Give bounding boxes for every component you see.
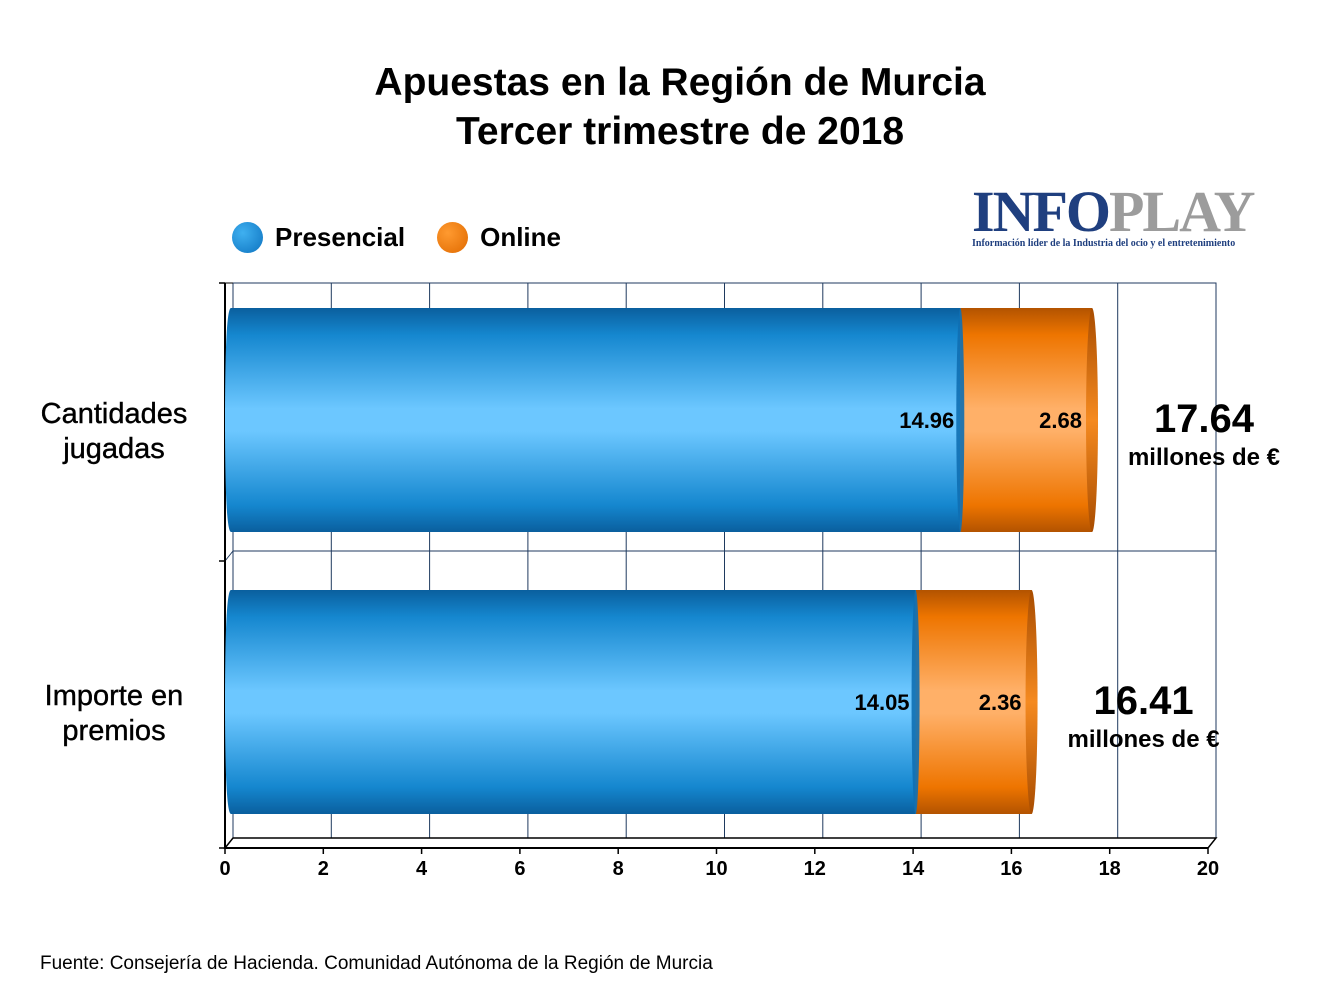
legend: Presencial Online: [232, 220, 593, 254]
bar-presencial-1: [225, 590, 916, 814]
legend-marker-online: [437, 221, 469, 253]
x-tick-label: 6: [514, 858, 525, 880]
x-tick-label: 10: [705, 858, 727, 880]
x-tick-label: 0: [219, 858, 230, 880]
bar-joint-0: [956, 308, 965, 532]
total-value-1: 16.41: [1093, 679, 1193, 723]
total-value-0: 17.64: [1154, 397, 1255, 441]
total-unit-1: millones de €: [1068, 726, 1220, 753]
infoplay-logo: INFOPLAY Información líder de la Industr…: [972, 179, 1256, 250]
category-label-1-line-2: premios: [62, 715, 165, 747]
x-tick-label: 18: [1099, 858, 1121, 880]
total-unit-0: millones de €: [1128, 444, 1280, 471]
bar-presencial-0: [225, 308, 961, 532]
logo-word-play: PLAY: [1109, 179, 1256, 244]
x-tick-label: 4: [416, 858, 428, 880]
legend-label-online: Online: [480, 221, 561, 252]
chart-title: Apuestas en la Región de Murcia Tercer t…: [0, 58, 1335, 156]
category-label-1-line-1: Importe en: [45, 680, 184, 712]
bar-end-cap-1: [1025, 590, 1038, 814]
bar-online-0: [960, 308, 1093, 532]
source-note: Fuente: Consejería de Hacienda. Comunida…: [40, 953, 713, 974]
legend-item-online: Online: [437, 221, 561, 253]
title-line-2: Tercer trimestre de 2018: [455, 110, 905, 153]
legend-marker-presencial: [232, 221, 263, 253]
bar-joint-1: [911, 590, 920, 814]
category-label-0-line-1: Cantidades: [41, 398, 188, 430]
legend-item-presencial: Presencial: [232, 221, 406, 253]
x-tick-label: 20: [1197, 858, 1219, 880]
bar-end-cap-0: [1086, 308, 1099, 532]
x-tick-label: 8: [613, 858, 624, 880]
data-label-online-0: 2.68: [1039, 408, 1082, 433]
x-tick-label: 12: [804, 858, 826, 880]
logo-tagline: Información líder de la Industria del oc…: [972, 238, 1236, 249]
x-tick-label: 14: [902, 858, 925, 880]
logo-word-info: INFO: [972, 179, 1111, 244]
data-label-online-1: 2.36: [979, 690, 1022, 715]
category-separator-depth: [224, 550, 234, 562]
data-label-presencial-0: 14.96: [899, 408, 954, 433]
x-tick-label: 16: [1000, 858, 1022, 880]
plot-floor: [223, 837, 1218, 849]
bar-online-1: [915, 590, 1032, 814]
x-tick-label: 2: [318, 858, 329, 880]
data-label-presencial-1: 14.05: [854, 690, 909, 715]
title-line-1: Apuestas en la Región de Murcia: [374, 61, 986, 104]
category-label-0-line-2: jugadas: [62, 433, 165, 465]
legend-label-presencial: Presencial: [275, 221, 406, 252]
logo-wordmark: INFOPLAY: [972, 179, 1256, 244]
